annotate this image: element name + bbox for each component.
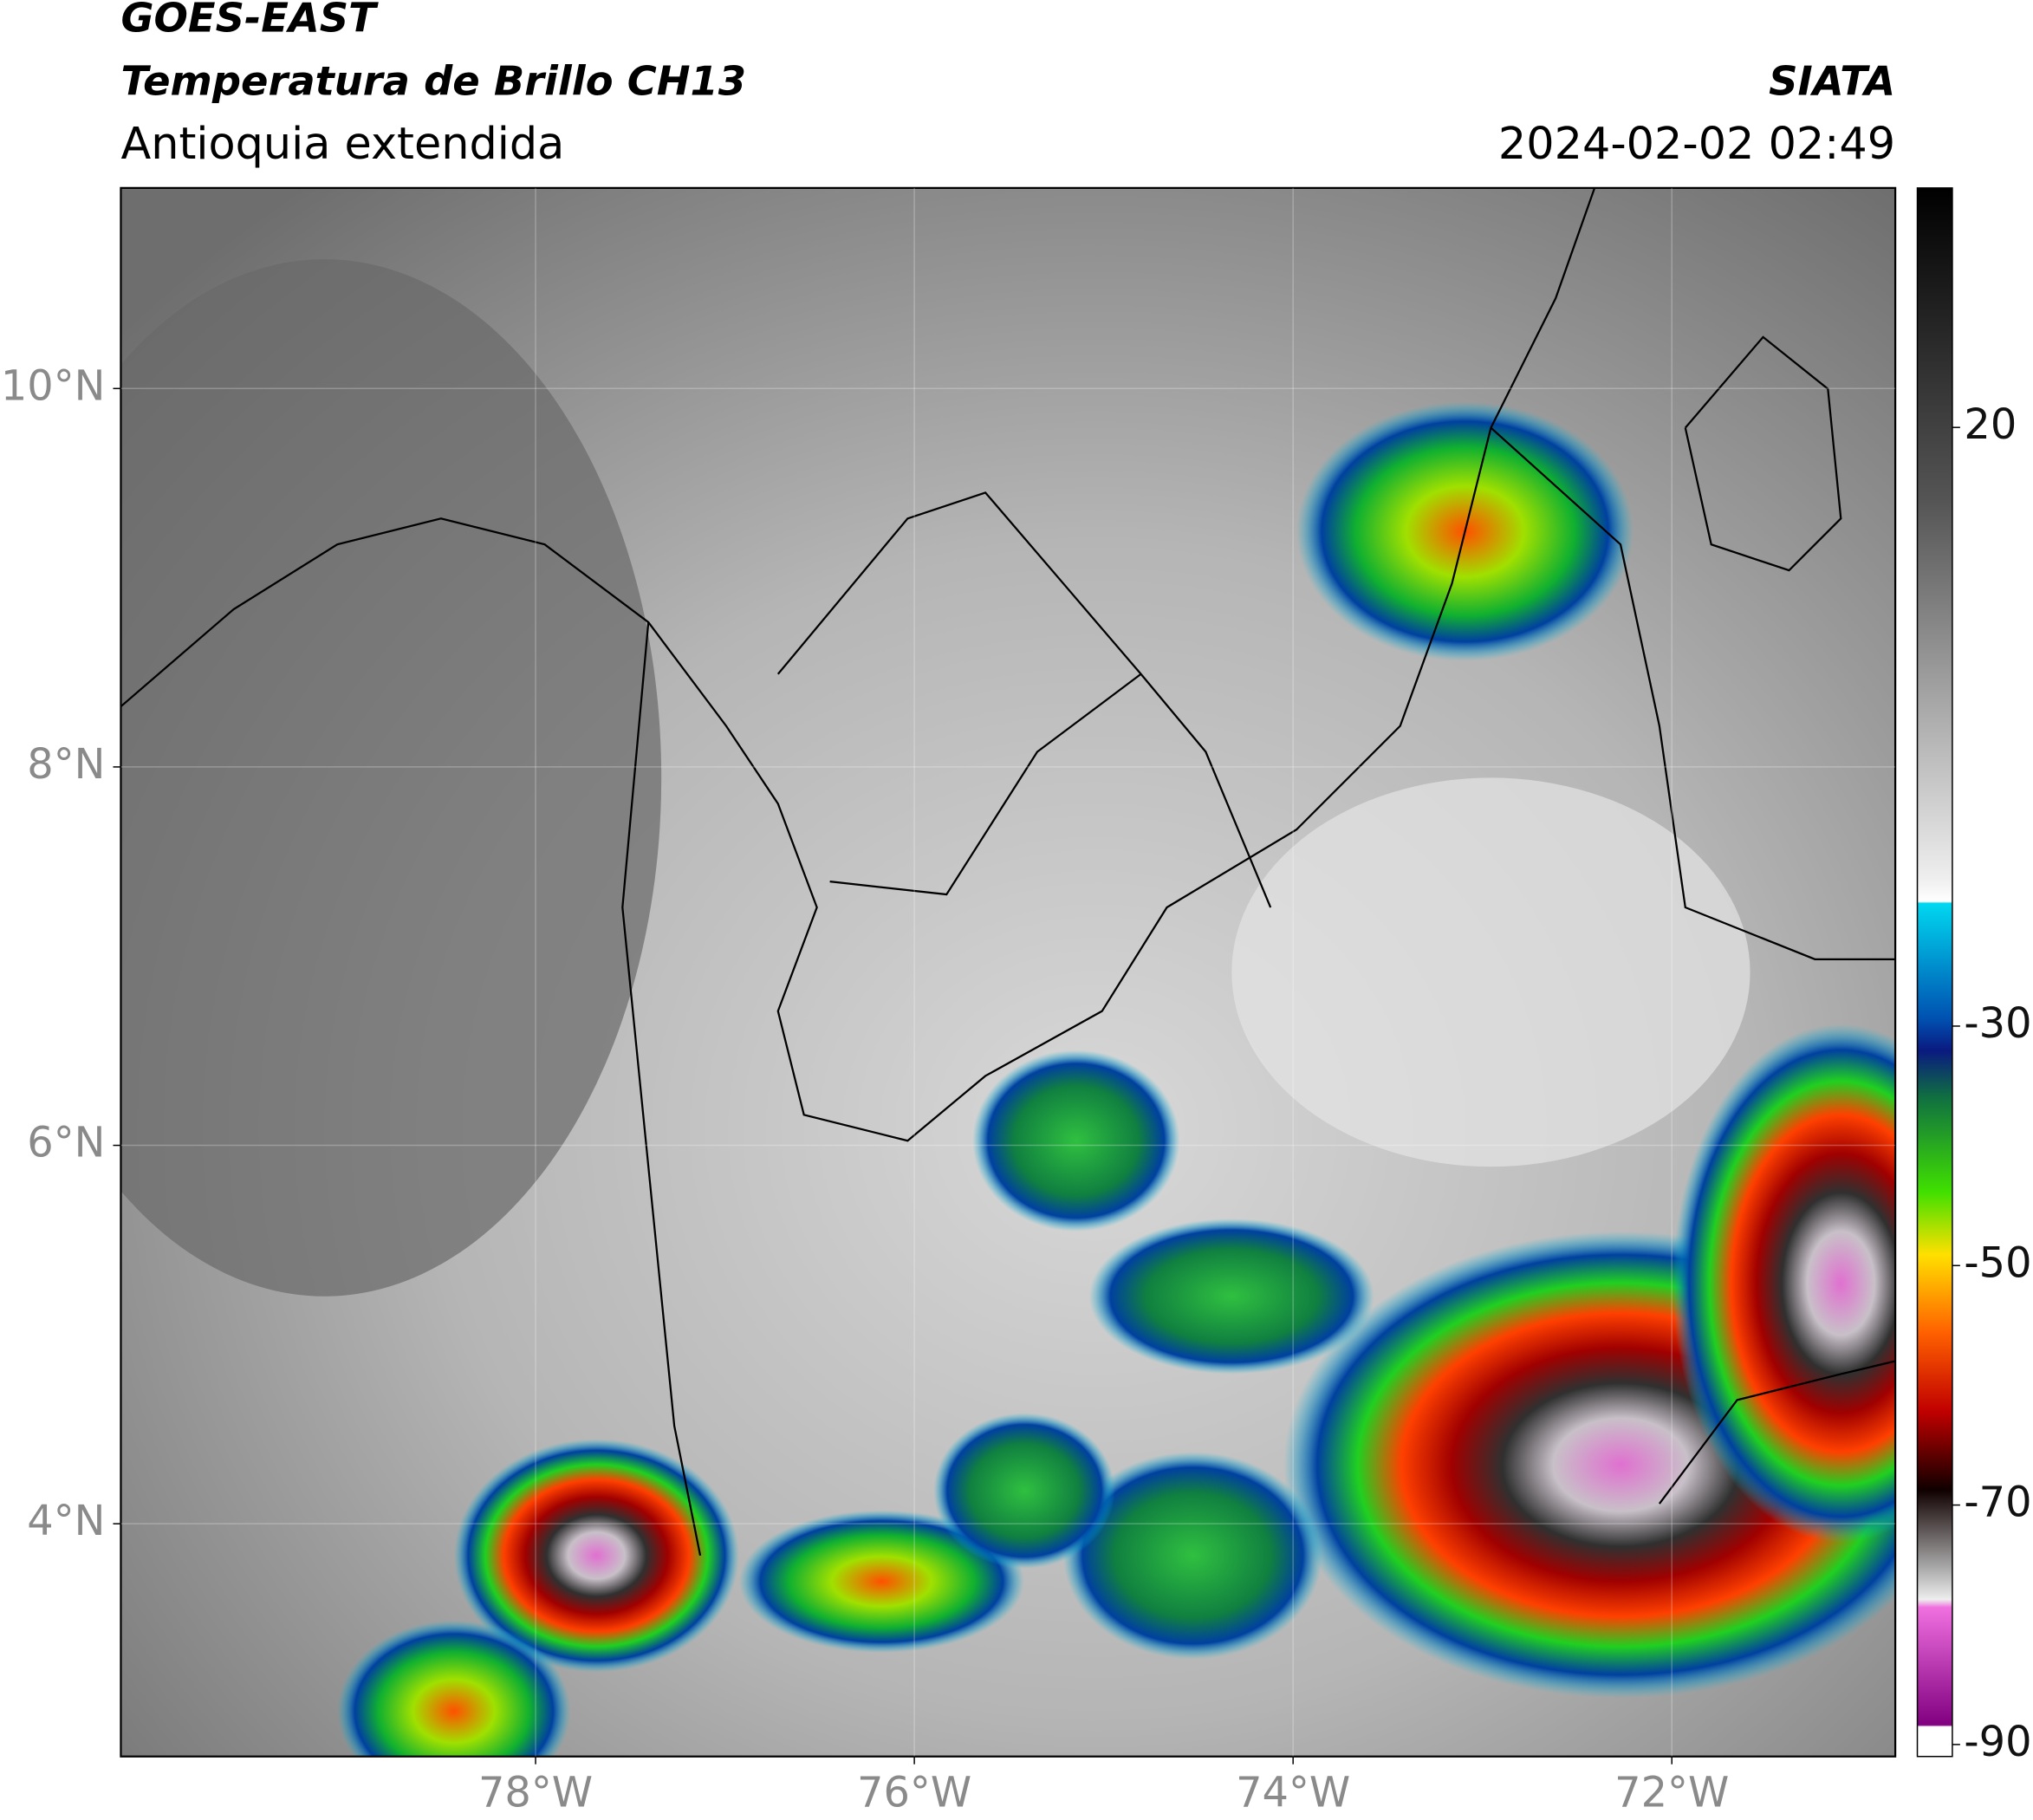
map-frame (120, 186, 1897, 1758)
title: GOES-EAST (120, 0, 379, 41)
x-tick-label: 74°W (1236, 1770, 1350, 1817)
x-tick-label: 72°W (1614, 1770, 1729, 1817)
colorbar-tick-label: 20 (1964, 401, 2017, 449)
datetime: 2024-02-02 02:49 (1498, 118, 1895, 169)
colorbar-tick-label: -50 (1964, 1239, 2031, 1287)
region: Antioquia extendida (120, 118, 564, 169)
colorbar (1916, 187, 1953, 1758)
colorbar-tick-label: -70 (1964, 1479, 2031, 1527)
colorbar-tick-label: -30 (1964, 1000, 2031, 1048)
satellite-image (120, 187, 1896, 1757)
y-tick-label: 4°N (27, 1498, 105, 1545)
y-tick-label: 6°N (27, 1120, 105, 1167)
y-tick-label: 8°N (27, 741, 105, 789)
colorbar-tick-label: -90 (1964, 1719, 2031, 1766)
source: SIATA (1769, 58, 1895, 105)
y-tick-label: 10°N (1, 362, 106, 410)
x-tick-label: 76°W (857, 1770, 971, 1817)
x-tick-label: 78°W (478, 1770, 593, 1817)
subtitle: Temperatura de Brillo CH13 (120, 58, 746, 105)
